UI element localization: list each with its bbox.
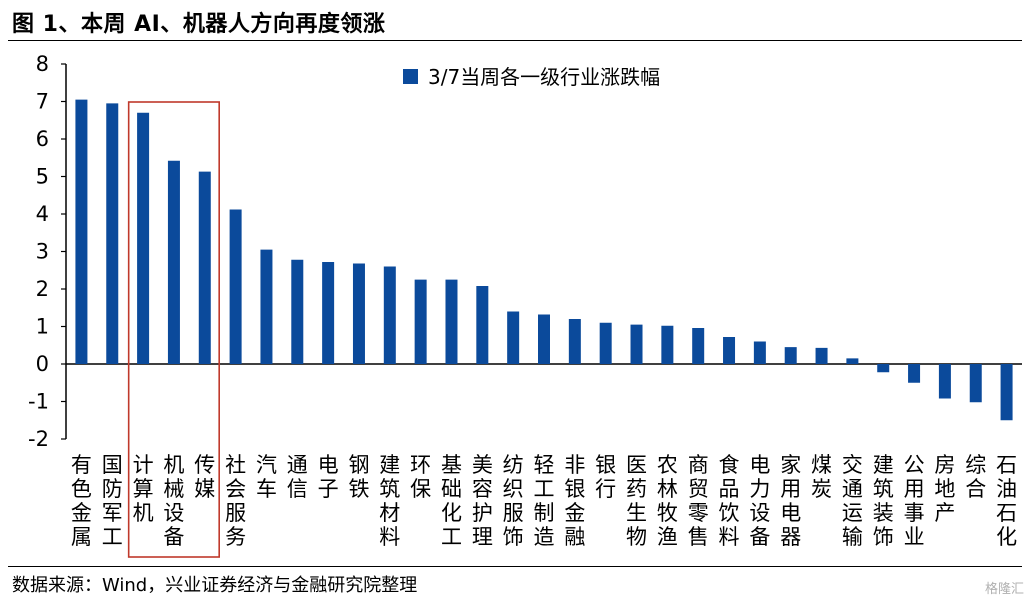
bar-机械设备 [167, 160, 180, 364]
category-label: 美容护理 [472, 453, 493, 549]
category-label: 通信 [287, 453, 308, 501]
category-label: 农林牧渔 [657, 453, 678, 549]
bar-传媒 [198, 171, 211, 364]
category-label: 社会服务 [225, 453, 246, 549]
category-label: 轻工制造 [534, 453, 555, 549]
legend: 3/7当周各一级行业涨跌幅 [403, 65, 660, 89]
bar-交通运输 [846, 358, 859, 364]
category-label: 商贸零售 [688, 453, 709, 549]
source-divider [8, 566, 1022, 567]
category-label: 煤炭 [811, 453, 832, 501]
bar-通信 [291, 259, 304, 364]
bar-医药生物 [630, 324, 643, 364]
watermark: 格隆汇 [984, 582, 1024, 597]
y-axis: 8 7 6 5 4 3 2 1 0 -1 -2 [28, 52, 1022, 451]
category-label: 有色金属 [71, 453, 92, 549]
bar-电力设备 [753, 341, 766, 364]
category-label: 纺织服饰 [503, 453, 524, 549]
bar-环保 [414, 279, 427, 364]
y-tick-label: -1 [28, 390, 49, 414]
category-label: 公用事业 [904, 453, 925, 549]
category-label: 建筑材料 [379, 453, 400, 549]
y-tick-label: 0 [36, 352, 49, 376]
category-label: 基础化工 [441, 453, 462, 549]
category-label: 交通运输 [842, 453, 863, 549]
y-tick-label: 7 [36, 90, 49, 114]
bar-食品饮料 [723, 337, 736, 364]
bar-计算机 [137, 112, 150, 364]
bar-钢铁 [352, 263, 365, 364]
bar-煤炭 [815, 347, 828, 364]
legend-swatch [403, 69, 418, 84]
bar-建筑装饰 [877, 364, 890, 373]
legend-label: 3/7当周各一级行业涨跌幅 [428, 65, 660, 89]
bar-非银金融 [568, 319, 581, 364]
highlight-box [127, 101, 220, 558]
category-label: 银行 [595, 453, 616, 501]
bar-建筑材料 [383, 266, 396, 364]
category-label: 钢铁 [348, 453, 369, 501]
y-tick-label: 6 [36, 127, 49, 151]
category-label: 电子 [318, 453, 339, 501]
y-tick-label: 3 [36, 240, 49, 264]
category-label: 传媒 [194, 453, 215, 501]
category-label: 综合 [965, 453, 986, 501]
y-tick-label: 8 [36, 52, 49, 76]
y-tick-label: 4 [36, 202, 49, 226]
title-divider [8, 40, 1022, 41]
bar-商贸零售 [692, 328, 705, 364]
bar-综合 [969, 364, 982, 403]
bar-基础化工 [445, 279, 458, 364]
bar-有色金属 [75, 99, 88, 364]
category-label: 国防军工 [102, 453, 123, 549]
bar-公用事业 [908, 364, 921, 383]
bar-美容护理 [476, 286, 489, 364]
category-label: 非银金融 [564, 453, 585, 549]
category-label: 食品饮料 [719, 453, 740, 549]
bar-轻工制造 [538, 314, 550, 364]
bar-汽车 [260, 249, 273, 364]
category-label: 房地产 [934, 453, 955, 525]
category-label: 医药生物 [626, 453, 647, 549]
y-tick-label: -2 [28, 427, 49, 451]
category-label: 家用电器 [780, 453, 801, 549]
source-note: 数据来源：Wind，兴业证券经济与金融研究院整理 [12, 575, 418, 596]
bar-农林牧渔 [661, 325, 674, 364]
category-label: 电力设备 [749, 453, 770, 549]
bar-国防军工 [106, 103, 119, 364]
bar-石油石化 [1000, 364, 1013, 421]
category-label: 环保 [410, 453, 431, 501]
category-label: 建筑装饰 [873, 453, 894, 549]
category-label: 汽车 [256, 453, 277, 501]
category-labels: 有色金属国防军工计算机机械设备传媒社会服务汽车通信电子钢铁建筑材料环保基础化工美… [71, 453, 1017, 549]
category-label: 石油石化 [996, 453, 1017, 549]
bar-房地产 [938, 364, 951, 399]
y-tick-label: 2 [36, 277, 49, 301]
category-label: 机械设备 [163, 453, 184, 549]
category-label: 计算机 [133, 453, 154, 525]
y-tick-label: 5 [36, 165, 49, 189]
bar-银行 [599, 322, 612, 364]
bars [75, 99, 1013, 421]
y-tick-label: 1 [36, 315, 49, 339]
bar-电子 [322, 262, 335, 364]
chart-title: 图 1、本周 AI、机器人方向再度领涨 [12, 12, 386, 37]
bar-纺织服饰 [507, 311, 520, 364]
bar-社会服务 [229, 209, 242, 364]
highlight-box-group [127, 101, 220, 558]
bar-家用电器 [784, 347, 797, 364]
